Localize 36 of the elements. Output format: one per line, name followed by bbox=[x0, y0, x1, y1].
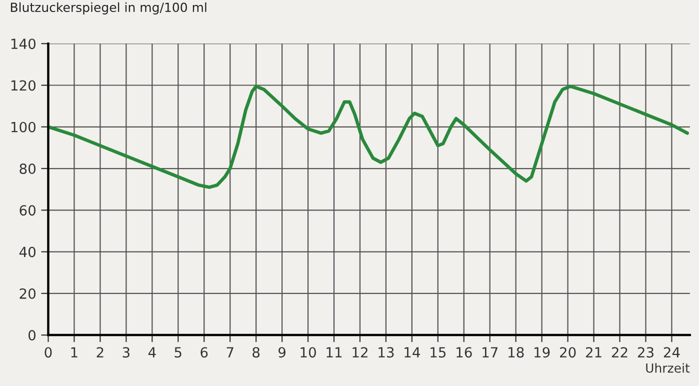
y-tick-label: 20 bbox=[20, 288, 36, 299]
y-tick-label: 120 bbox=[11, 80, 36, 91]
x-tick-label: 12 bbox=[352, 347, 368, 358]
y-axis-title: Blutzuckerspiegel in mg/100 ml bbox=[10, 2, 206, 14]
x-tick-label: 22 bbox=[612, 347, 628, 358]
x-tick-label: 10 bbox=[300, 347, 316, 358]
y-tick-label: 80 bbox=[20, 163, 36, 174]
x-tick-label: 6 bbox=[200, 347, 208, 358]
x-tick-label: 9 bbox=[278, 347, 286, 358]
x-tick-label: 0 bbox=[44, 347, 52, 358]
x-tick-label: 8 bbox=[252, 347, 260, 358]
x-tick-label: 2 bbox=[96, 347, 104, 358]
x-tick-label: 24 bbox=[664, 347, 680, 358]
x-tick-label: 16 bbox=[456, 347, 472, 358]
x-tick-label: 15 bbox=[430, 347, 446, 358]
x-tick-label: 23 bbox=[638, 347, 654, 358]
y-tick-label: 0 bbox=[28, 330, 36, 341]
x-tick-label: 5 bbox=[174, 347, 182, 358]
y-tick-label: 40 bbox=[19, 246, 36, 258]
x-tick-label: 7 bbox=[226, 347, 234, 358]
x-tick-label: 20 bbox=[560, 347, 576, 358]
x-tick-label: 18 bbox=[508, 347, 524, 358]
x-tick-label: 17 bbox=[482, 347, 498, 358]
x-tick-label: 11 bbox=[326, 347, 342, 358]
x-tick-label: 19 bbox=[534, 347, 550, 358]
x-tick-label: 3 bbox=[122, 347, 130, 358]
y-tick-label: 140 bbox=[11, 38, 36, 50]
x-axis-title: Uhrzeit bbox=[646, 363, 690, 373]
x-tick-label: 1 bbox=[71, 347, 78, 358]
line-series bbox=[48, 84, 689, 189]
y-tick-label: 60 bbox=[20, 205, 36, 216]
x-tick-label: 21 bbox=[586, 347, 602, 358]
y-tick-label: 100 bbox=[11, 122, 36, 132]
x-tick-label: 14 bbox=[404, 347, 420, 358]
x-tick-label: 4 bbox=[148, 347, 156, 358]
x-tick-label: 13 bbox=[378, 347, 394, 358]
